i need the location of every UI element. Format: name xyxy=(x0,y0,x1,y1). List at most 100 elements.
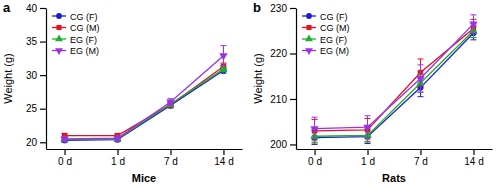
error-bar-cap xyxy=(365,138,371,139)
legend-entry: CG (F) xyxy=(52,12,98,22)
y-tick-label: 30 xyxy=(26,70,38,81)
error-bar-cap xyxy=(365,143,371,144)
series-line xyxy=(315,31,474,137)
y-tick: 20 xyxy=(26,137,46,148)
y-tick: 40 xyxy=(26,3,46,14)
panel: 20253035400 d1 d7 d14 dMiceWeight (g)CG … xyxy=(2,3,243,184)
y-tick-label: 40 xyxy=(26,3,38,14)
legend-marker xyxy=(55,35,63,42)
panel: 2002102202300 d1 d7 d14 dRatsWeight (g)C… xyxy=(252,3,493,184)
y-axis-title: Weight (g) xyxy=(2,53,14,104)
y-tick: 220 xyxy=(270,48,296,59)
x-axis-line xyxy=(47,149,243,150)
error-bar-cap xyxy=(312,144,318,145)
x-tick-mark xyxy=(117,149,118,155)
y-tick-mark xyxy=(40,142,46,143)
x-tick-label: 0 d xyxy=(308,156,322,167)
y-axis-title: Weight (g) xyxy=(252,53,264,104)
error-bar-cap xyxy=(312,139,318,140)
legend-label: CG (F) xyxy=(70,12,98,22)
error-bar-cap xyxy=(470,14,476,15)
x-tick: 1 d xyxy=(361,149,375,167)
marker xyxy=(113,136,121,143)
figure: 20253035400 d1 d7 d14 dMiceWeight (g)CG … xyxy=(0,0,500,189)
legend-entry: CG (F) xyxy=(302,12,348,22)
legend: CG (F)CG (M) EG (F)EG (M) xyxy=(52,12,100,57)
marker xyxy=(219,53,227,60)
series-line xyxy=(315,28,474,130)
error-bar-cap xyxy=(470,37,476,38)
legend-label: EG (M) xyxy=(320,46,349,56)
y-tick: 200 xyxy=(270,139,296,150)
y-tick: 230 xyxy=(270,3,296,14)
x-axis: 0 d1 d7 d14 d xyxy=(297,149,493,167)
x-tick: 7 d xyxy=(414,149,428,167)
x-tick-label: 7 d xyxy=(414,156,428,167)
series xyxy=(60,64,227,142)
x-tick: 1 d xyxy=(111,149,125,167)
legend: CG (F)CG (M) EG (F)EG (M) xyxy=(302,12,350,57)
error-bar-cap xyxy=(220,45,226,46)
legend-marker xyxy=(55,48,63,55)
legend-entry: CG (M) xyxy=(52,23,100,33)
series xyxy=(312,19,477,142)
y-tick-label: 230 xyxy=(270,3,287,14)
error-bar-cap xyxy=(312,117,318,118)
x-tick-label: 1 d xyxy=(361,156,375,167)
x-tick-mark xyxy=(223,149,224,155)
series-line xyxy=(65,70,224,140)
x-tick-mark xyxy=(367,149,368,155)
y-axis: 200 210 220 230 xyxy=(270,3,296,150)
plot-area xyxy=(60,46,227,144)
series-line xyxy=(315,24,474,129)
error-bar-cap xyxy=(220,65,226,66)
x-tick-label: 14 d xyxy=(214,156,233,167)
y-tick-mark xyxy=(290,144,296,145)
y-tick: 25 xyxy=(26,103,46,114)
x-tick-label: 7 d xyxy=(164,156,178,167)
x-tick-label: 1 d xyxy=(111,156,125,167)
error-bar-cap xyxy=(417,96,423,97)
legend-label: EG (M) xyxy=(70,46,99,56)
y-tick-label: 200 xyxy=(270,139,287,150)
series xyxy=(310,24,477,143)
error-bar-cap xyxy=(417,58,423,59)
y-tick: 210 xyxy=(270,94,296,105)
error-bar-cap xyxy=(365,115,371,116)
x-axis-title: Mice xyxy=(132,172,156,184)
y-tick-label: 220 xyxy=(270,48,287,59)
legend-entry: EG (M) xyxy=(52,46,99,56)
marker xyxy=(166,100,174,107)
legend-label: EG (F) xyxy=(70,35,97,45)
plot-area xyxy=(310,15,477,145)
legend-label: CG (M) xyxy=(320,23,350,33)
y-tick-label: 20 xyxy=(26,137,38,148)
legend-marker xyxy=(56,13,62,19)
legend-marker xyxy=(306,13,312,19)
y-tick-label: 210 xyxy=(270,94,287,105)
x-tick-mark xyxy=(170,149,171,155)
y-tick-mark xyxy=(290,99,296,100)
legend-label: EG (F) xyxy=(320,35,347,45)
x-axis-title: Rats xyxy=(382,172,406,184)
x-tick: 0 d xyxy=(58,149,72,167)
legend-marker xyxy=(305,35,313,42)
legend-entry: EG (F) xyxy=(52,35,97,45)
error-bar-cap xyxy=(417,92,423,93)
marker xyxy=(166,99,174,106)
error-bar-cap xyxy=(312,143,318,144)
legend-marker xyxy=(306,25,311,30)
y-axis-line xyxy=(46,9,47,150)
y-tick-mark xyxy=(290,8,296,9)
legend-label: CG (M) xyxy=(70,23,100,33)
x-tick: 0 d xyxy=(308,149,322,167)
y-tick-mark xyxy=(40,8,46,9)
legend-entry: EG (F) xyxy=(302,35,347,45)
x-tick-mark xyxy=(314,149,315,155)
marker xyxy=(469,22,477,29)
y-tick-mark xyxy=(290,53,296,54)
y-tick-label: 25 xyxy=(26,103,38,114)
panel-label: b xyxy=(253,0,261,15)
x-tick: 7 d xyxy=(164,149,178,167)
error-bar-cap xyxy=(470,33,476,34)
